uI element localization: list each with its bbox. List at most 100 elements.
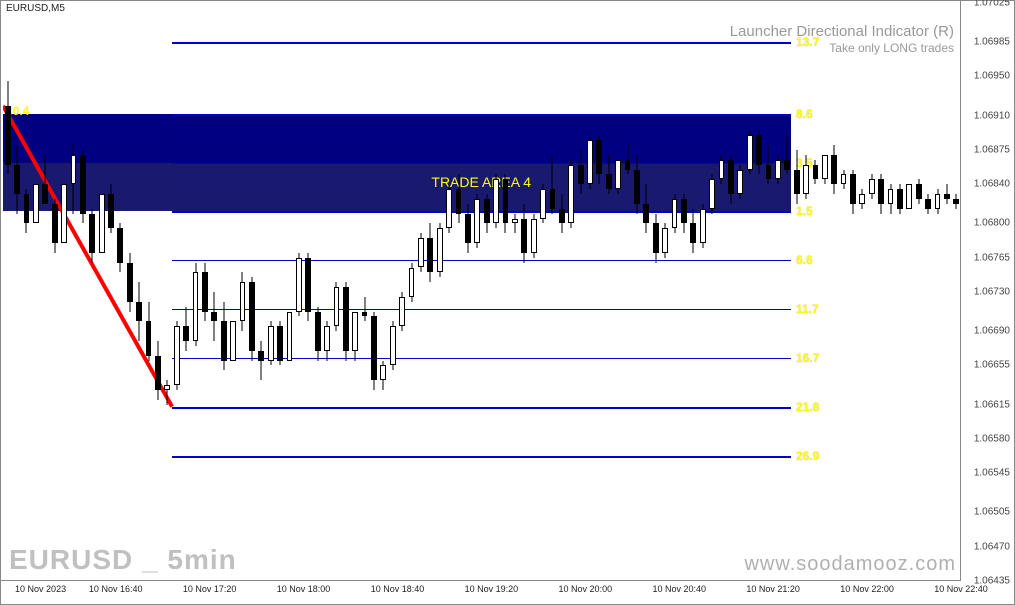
candle bbox=[531, 3, 537, 581]
candle bbox=[202, 3, 208, 581]
candle bbox=[503, 3, 509, 581]
candle bbox=[766, 3, 772, 581]
candle bbox=[465, 3, 471, 581]
candle bbox=[568, 3, 574, 581]
x-tick-label: 10 Nov 18:40 bbox=[371, 584, 425, 594]
candle bbox=[700, 3, 706, 581]
y-tick-label: 1.06545 bbox=[974, 468, 1010, 479]
candle bbox=[287, 3, 293, 581]
candle bbox=[831, 3, 837, 581]
candle bbox=[596, 3, 602, 581]
candle bbox=[888, 3, 894, 581]
candle bbox=[935, 3, 941, 581]
x-tick-label: 10 Nov 19:20 bbox=[465, 584, 519, 594]
candle bbox=[775, 3, 781, 581]
chart-container: 13.78.63.51.56.611.716.721.826.9TRADE AR… bbox=[0, 0, 1015, 605]
candle bbox=[484, 3, 490, 581]
indicator-title: Launcher Directional Indicator (R) bbox=[730, 23, 954, 40]
candle bbox=[418, 3, 424, 581]
y-tick-label: 1.06690 bbox=[974, 326, 1010, 337]
candle bbox=[653, 3, 659, 581]
candle bbox=[615, 3, 621, 581]
site-watermark: www.soodamooz.com bbox=[744, 553, 956, 576]
candle bbox=[42, 3, 48, 581]
candle bbox=[897, 3, 903, 581]
candle bbox=[578, 3, 584, 581]
candle bbox=[493, 3, 499, 581]
y-axis: 1.070251.069851.069501.069101.068751.068… bbox=[960, 1, 1014, 581]
y-tick-label: 1.06580 bbox=[974, 433, 1010, 444]
candle bbox=[136, 3, 142, 581]
candle bbox=[512, 3, 518, 581]
candle bbox=[672, 3, 678, 581]
candle bbox=[334, 3, 340, 581]
candle bbox=[343, 3, 349, 581]
candle bbox=[277, 3, 283, 581]
candle bbox=[305, 3, 311, 581]
candle bbox=[211, 3, 217, 581]
candle bbox=[127, 3, 133, 581]
x-tick-label: 10 Nov 2023 bbox=[15, 584, 66, 594]
candle bbox=[474, 3, 480, 581]
candle bbox=[371, 3, 377, 581]
candle bbox=[108, 3, 114, 581]
candle bbox=[728, 3, 734, 581]
candle bbox=[446, 3, 452, 581]
candle bbox=[794, 3, 800, 581]
y-tick-label: 1.06505 bbox=[974, 507, 1010, 518]
candle bbox=[822, 3, 828, 581]
y-tick-label: 1.06840 bbox=[974, 179, 1010, 190]
candle bbox=[390, 3, 396, 581]
candle bbox=[240, 3, 246, 581]
candle bbox=[24, 3, 30, 581]
candle bbox=[784, 3, 790, 581]
y-tick-label: 1.06655 bbox=[974, 360, 1010, 371]
candle bbox=[146, 3, 152, 581]
candle bbox=[878, 3, 884, 581]
candle bbox=[99, 3, 105, 581]
candle bbox=[916, 3, 922, 581]
candle bbox=[399, 3, 405, 581]
candle bbox=[52, 3, 58, 581]
x-tick-label: 10 Nov 22:00 bbox=[840, 584, 894, 594]
symbol-timeframe-label: EURUSD,M5 bbox=[6, 3, 65, 14]
candle bbox=[719, 3, 725, 581]
y-tick-label: 1.07025 bbox=[974, 0, 1010, 9]
y-tick-label: 1.06875 bbox=[974, 144, 1010, 155]
candle bbox=[540, 3, 546, 581]
x-tick-label: 10 Nov 18:00 bbox=[277, 584, 331, 594]
candle bbox=[456, 3, 462, 581]
candle bbox=[296, 3, 302, 581]
y-tick-label: 1.06910 bbox=[974, 110, 1010, 121]
candle bbox=[80, 3, 86, 581]
candle bbox=[690, 3, 696, 581]
y-tick-label: 1.06800 bbox=[974, 218, 1010, 229]
candle bbox=[662, 3, 668, 581]
candle bbox=[944, 3, 950, 581]
candle bbox=[606, 3, 612, 581]
candle bbox=[71, 3, 77, 581]
y-tick-label: 1.06615 bbox=[974, 399, 1010, 410]
candle bbox=[89, 3, 95, 581]
candle bbox=[559, 3, 565, 581]
candle bbox=[859, 3, 865, 581]
candle bbox=[258, 3, 264, 581]
candle bbox=[737, 3, 743, 581]
x-tick-label: 10 Nov 20:40 bbox=[652, 584, 706, 594]
candle bbox=[61, 3, 67, 581]
candle bbox=[925, 3, 931, 581]
candle bbox=[643, 3, 649, 581]
candle bbox=[33, 3, 39, 581]
plot-area[interactable]: 13.78.63.51.56.611.716.721.826.9TRADE AR… bbox=[3, 3, 961, 581]
x-tick-label: 10 Nov 22:40 bbox=[934, 584, 988, 594]
candle bbox=[634, 3, 640, 581]
x-tick-label: 10 Nov 16:40 bbox=[89, 584, 143, 594]
candle bbox=[953, 3, 959, 581]
candle bbox=[155, 3, 161, 581]
x-tick-label: 10 Nov 20:00 bbox=[559, 584, 613, 594]
candle bbox=[380, 3, 386, 581]
candle bbox=[268, 3, 274, 581]
x-tick-label: 10 Nov 21:20 bbox=[746, 584, 800, 594]
candle bbox=[117, 3, 123, 581]
candle bbox=[906, 3, 912, 581]
